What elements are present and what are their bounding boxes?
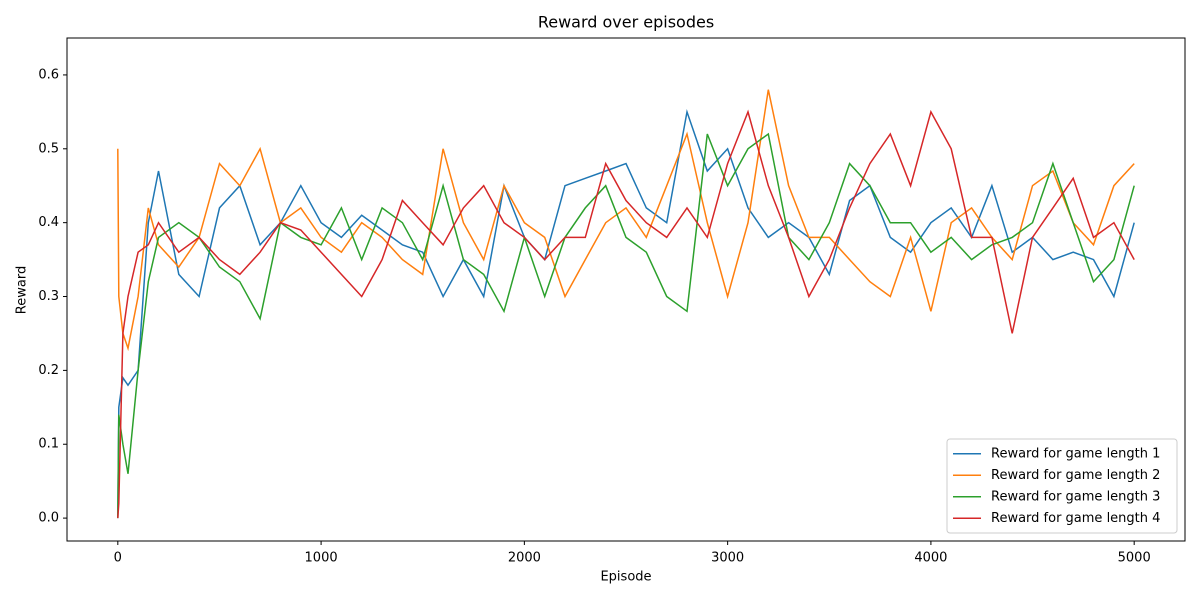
chart-title: Reward over episodes	[538, 13, 714, 32]
y-tick-label: 0.6	[38, 67, 59, 82]
legend: Reward for game length 1 Reward for game …	[946, 438, 1178, 534]
legend-label: Reward for game length 1	[991, 446, 1160, 461]
y-axis-label: Reward	[15, 266, 30, 314]
x-tick-label: 5000	[1118, 551, 1151, 566]
x-tick-label: 3000	[711, 551, 744, 566]
x-tick-label: 1000	[305, 551, 338, 566]
y-tick-label: 0.2	[38, 363, 59, 378]
legend-box	[946, 438, 1178, 534]
x-tick-label: 0	[114, 551, 122, 566]
x-axis-label: Episode	[600, 570, 651, 585]
legend-label: Reward for game length 2	[991, 468, 1160, 483]
series-line	[117, 132, 1135, 519]
y-tick-label: 0.5	[38, 141, 59, 156]
y-tick-label: 0.1	[38, 437, 59, 452]
legend-label: Reward for game length 4	[991, 511, 1160, 526]
series-line	[117, 89, 1135, 352]
y-tick-label: 0.3	[38, 289, 59, 304]
x-tick-label: 2000	[508, 551, 541, 566]
y-tick-label: 0.4	[38, 215, 59, 230]
legend-label: Reward for game length 3	[991, 489, 1160, 504]
y-tick-label: 0.0	[38, 511, 59, 526]
x-tick-label: 4000	[914, 551, 947, 566]
series-line	[117, 108, 1135, 519]
plot-frame	[66, 37, 1186, 542]
series-line	[117, 109, 1135, 519]
